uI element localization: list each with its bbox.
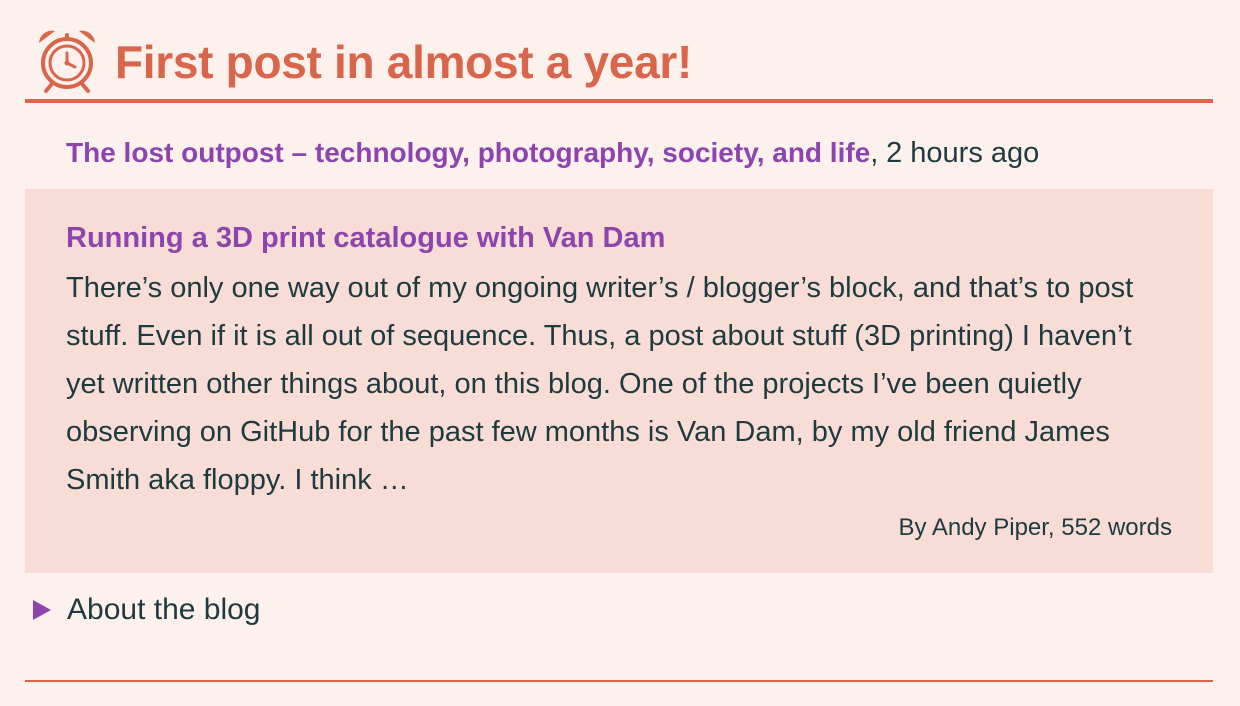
post-header: First post in almost a year! (25, 0, 1213, 103)
entry-title-link[interactable]: Running a 3D print catalogue with Van Da… (66, 222, 666, 254)
entry-card: Running a 3D print catalogue with Van Da… (25, 189, 1213, 573)
timestamp: 2 hours ago (886, 137, 1040, 169)
about-toggle[interactable]: About the blog (25, 590, 261, 630)
entry-meta: By Andy Piper, 552 words (898, 514, 1173, 541)
source-separator: , (870, 137, 879, 169)
page: First post in almost a year! The lost ou… (25, 0, 1213, 682)
alarm-clock-icon (39, 30, 95, 93)
disclosure-triangle-icon (33, 600, 51, 620)
about-label: About the blog (67, 593, 261, 626)
source-line: The lost outpost – technology, photograp… (66, 133, 1039, 173)
footer-divider (25, 680, 1213, 682)
entry-excerpt: There’s only one way out of my ongoing w… (66, 272, 1134, 496)
blog-source-link[interactable]: The lost outpost – technology, photograp… (66, 137, 871, 168)
page-title: First post in almost a year! (115, 36, 692, 88)
